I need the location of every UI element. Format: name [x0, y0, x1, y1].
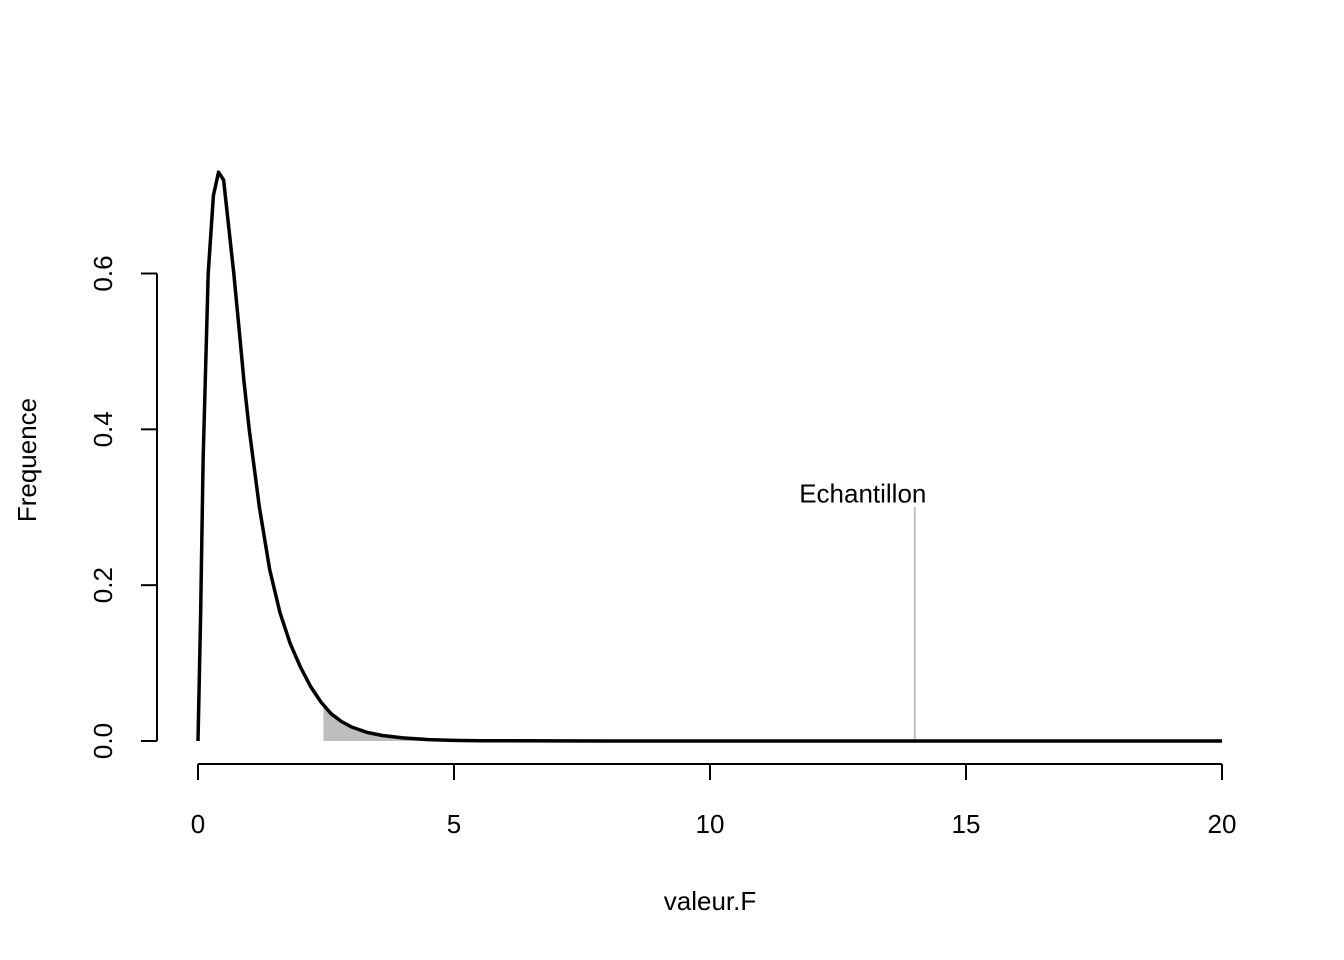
x-tick-label: 0: [191, 809, 205, 839]
x-tick-label: 10: [696, 809, 725, 839]
x-axis-title: valeur.F: [664, 886, 757, 916]
density-curve: [196, 170, 1222, 743]
x-tick-label: 20: [1208, 809, 1237, 839]
shaded-tail-area: [323, 705, 1222, 741]
y-tick-label: 0.4: [88, 411, 118, 447]
x-axis: 0 5 10 15 20: [191, 763, 1237, 839]
y-tick-label: 0.6: [88, 255, 118, 291]
echantillon-label: Echantillon: [799, 478, 926, 508]
x-tick-label: 5: [447, 809, 461, 839]
y-axis-title: Frequence: [12, 398, 42, 522]
y-axis: 0.0 0.2 0.4 0.6: [88, 255, 158, 759]
x-tick-label: 15: [952, 809, 981, 839]
y-tick-label: 0.0: [88, 723, 118, 759]
y-tick-label: 0.2: [88, 567, 118, 603]
